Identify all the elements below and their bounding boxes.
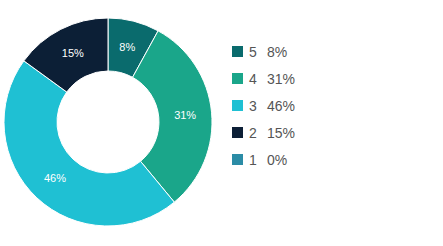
html-text:4: 4 — [249, 70, 257, 87]
svg-text:46%: 46% — [44, 172, 66, 184]
html-text:46%: 46% — [267, 97, 295, 114]
html-text:3: 3 — [249, 97, 257, 114]
html-text:5: 5 — [249, 43, 257, 60]
svg-text:8%: 8% — [119, 41, 135, 53]
html-text:15%: 15% — [267, 124, 295, 141]
html-text:0%: 0% — [267, 151, 288, 168]
svg-text:15%: 15% — [62, 47, 84, 59]
svg-text:31%: 31% — [174, 109, 196, 121]
html-text:31%: 31% — [267, 70, 295, 87]
html-text:8%: 8% — [267, 43, 288, 60]
html-text:1: 1 — [249, 151, 257, 168]
html-text:2: 2 — [249, 124, 257, 141]
